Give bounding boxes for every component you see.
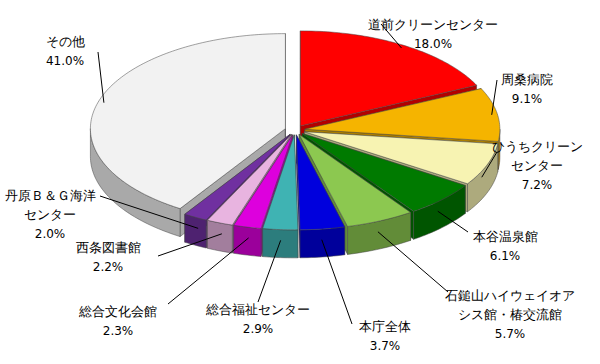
category-label: 総合福祉センター bbox=[205, 302, 310, 317]
slice-group bbox=[296, 135, 344, 258]
category-label: 本谷温泉館 bbox=[473, 229, 538, 244]
leader-line bbox=[258, 240, 281, 302]
category-label: 道前クリーンセンター bbox=[368, 17, 498, 32]
category-label-line: 石鎚山ハイウェイオア bbox=[445, 288, 575, 303]
category-label: ひうちクリーンセンター bbox=[492, 139, 583, 173]
data-label: 6.1% bbox=[490, 249, 521, 263]
category-label-line: 道前クリーンセンター bbox=[368, 17, 498, 32]
leader-line bbox=[378, 232, 448, 292]
leader-line bbox=[438, 211, 468, 232]
chart: 道前クリーンセンター18.0%周桑病院9.1%ひうちクリーンセンター7.2%本谷… bbox=[0, 0, 600, 364]
data-label: 9.1% bbox=[512, 92, 543, 106]
category-label: 丹原Ｂ＆Ｇ海洋センター bbox=[5, 188, 96, 222]
category-label-line: シス館・椿交流館 bbox=[458, 307, 562, 322]
data-label: 2.2% bbox=[93, 260, 124, 274]
category-label: 西条図書館 bbox=[76, 240, 141, 255]
data-label: 2.0% bbox=[35, 227, 66, 241]
category-label-line: 周桑病院 bbox=[501, 72, 553, 87]
slice bbox=[263, 135, 298, 230]
category-label: 本庁全体 bbox=[359, 319, 411, 334]
leader-line bbox=[482, 152, 497, 177]
leader-line bbox=[98, 52, 104, 103]
category-label-line: 総合文化会館 bbox=[78, 304, 157, 319]
category-label-line: センター bbox=[511, 158, 563, 173]
pie bbox=[90, 31, 499, 258]
slice-side bbox=[234, 225, 261, 256]
data-label: 2.9% bbox=[243, 322, 274, 336]
leader-line bbox=[158, 234, 222, 256]
category-label-line: 西条図書館 bbox=[76, 240, 141, 255]
slice-side bbox=[263, 229, 298, 258]
data-label: 3.7% bbox=[370, 339, 401, 353]
leader-line bbox=[492, 80, 497, 115]
data-label: 7.2% bbox=[522, 178, 553, 192]
labels: 道前クリーンセンター18.0%周桑病院9.1%ひうちクリーンセンター7.2%本谷… bbox=[5, 17, 583, 353]
category-label-line: 本庁全体 bbox=[359, 319, 411, 334]
slice-side bbox=[207, 220, 232, 253]
slice-group bbox=[263, 135, 298, 258]
category-label-line: 本谷温泉館 bbox=[473, 229, 538, 244]
category-label: 石鎚山ハイウェイオアシス館・椿交流館 bbox=[445, 288, 575, 322]
data-label: 18.0% bbox=[414, 37, 452, 51]
category-label: 周桑病院 bbox=[501, 72, 553, 87]
category-label-line: その他 bbox=[46, 34, 85, 49]
category-label-line: ひうちクリーン bbox=[492, 139, 583, 154]
category-label-line: センター bbox=[24, 207, 76, 222]
slice bbox=[296, 135, 344, 230]
category-label: その他 bbox=[46, 34, 85, 49]
data-label: 5.7% bbox=[495, 327, 526, 341]
category-label-line: 丹原Ｂ＆Ｇ海洋 bbox=[5, 188, 96, 203]
category-label-line: 総合福祉センター bbox=[205, 302, 310, 317]
leader-line bbox=[322, 240, 352, 324]
data-label: 41.0% bbox=[46, 54, 84, 68]
category-label: 総合文化会館 bbox=[78, 304, 157, 319]
data-label: 2.3% bbox=[103, 324, 134, 338]
leader-line bbox=[100, 196, 198, 228]
